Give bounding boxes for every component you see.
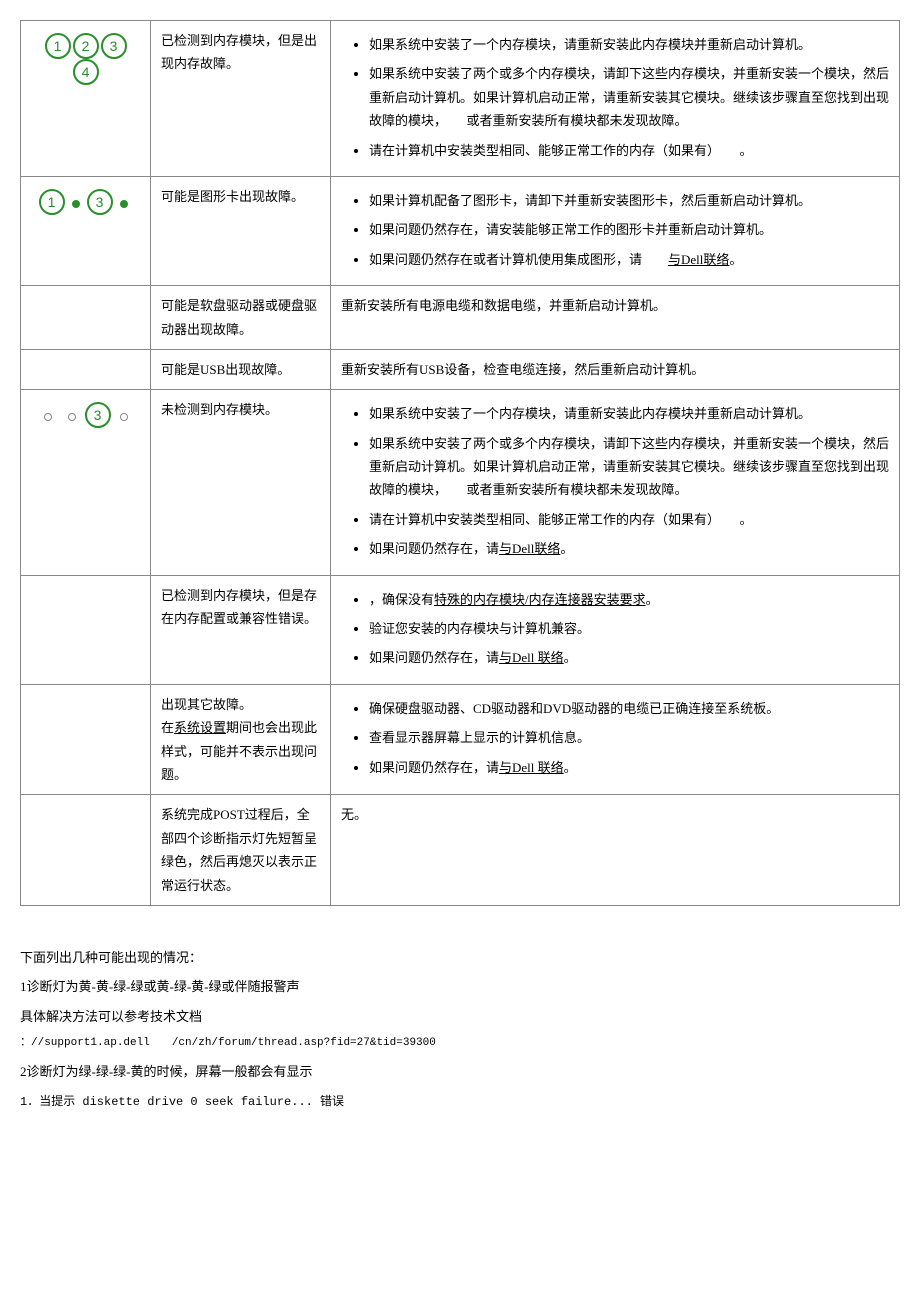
action-list: 如果计算机配备了图形卡，请卸下并重新安装图形卡，然后重新启动计算机。如果问题仍然… bbox=[341, 189, 889, 271]
footer-line-5: 2诊断灯为绿-绿-绿-黄的时候，屏幕一般都会有显示 bbox=[20, 1060, 900, 1083]
footer-line-2: 1诊断灯为黄-黄-绿-绿或黄-绿-黄-绿或伴随报警声 bbox=[20, 975, 900, 998]
table-row: 出现其它故障。在系统设置期间也会出现此样式，可能并不表示出现问题。确保硬盘驱动器… bbox=[21, 684, 900, 795]
footer-line-6: 1．当提示 diskette drive 0 seek failure... 错… bbox=[20, 1089, 900, 1114]
table-row: 系统完成POST过程后，全部四个诊断指示灯先短暂呈绿色，然后再熄灭以表示正常运行… bbox=[21, 795, 900, 906]
action-item: 如果问题仍然存在，请与Dell 联络。 bbox=[369, 756, 889, 779]
action-cell: 重新安装所有电源电缆和数据电缆，并重新启动计算机。 bbox=[331, 286, 900, 350]
action-list: 确保硬盘驱动器、CD驱动器和DVD驱动器的电缆已正确连接至系统板。查看显示器屏幕… bbox=[341, 697, 889, 779]
indicator-cell bbox=[21, 349, 151, 389]
action-item: 验证您安装的内存模块与计算机兼容。 bbox=[369, 617, 889, 640]
action-list: 如果系统中安装了一个内存模块，请重新安装此内存模块并重新启动计算机。如果系统中安… bbox=[341, 402, 889, 560]
action-item: 如果系统中安装了一个内存模块，请重新安装此内存模块并重新启动计算机。 bbox=[369, 33, 889, 56]
description-cell: 系统完成POST过程后，全部四个诊断指示灯先短暂呈绿色，然后再熄灭以表示正常运行… bbox=[151, 795, 331, 906]
action-item: 如果问题仍然存在，请安装能够正常工作的图形卡并重新启动计算机。 bbox=[369, 218, 889, 241]
description-cell: 已检测到内存模块，但是出现内存故障。 bbox=[151, 21, 331, 177]
inline-link[interactable]: 系统设置 bbox=[174, 720, 226, 735]
indicator-cell bbox=[21, 684, 151, 795]
action-item: 确保硬盘驱动器、CD驱动器和DVD驱动器的电缆已正确连接至系统板。 bbox=[369, 697, 889, 720]
action-item: 如果系统中安装了一个内存模块，请重新安装此内存模块并重新启动计算机。 bbox=[369, 402, 889, 425]
action-item: 如果问题仍然存在或者计算机使用集成图形，请 与Dell联络。 bbox=[369, 248, 889, 271]
description-cell: 已检测到内存模块，但是存在内存配置或兼容性错误。 bbox=[151, 575, 331, 684]
light-4-dot-icon bbox=[120, 200, 128, 208]
action-cell: 无。 bbox=[331, 795, 900, 906]
light-1-off-icon bbox=[44, 413, 52, 421]
light-1-on-icon: 1 bbox=[39, 189, 65, 215]
indicator-cell: 1234 bbox=[21, 21, 151, 177]
indicator-lights: 3 bbox=[31, 402, 140, 428]
action-list: 如果系统中安装了一个内存模块，请重新安装此内存模块并重新启动计算机。如果系统中安… bbox=[341, 33, 889, 162]
action-item: 如果系统中安装了两个或多个内存模块，请卸下这些内存模块，并重新安装一个模块，然后… bbox=[369, 62, 889, 132]
footer-line-3: 具体解决方法可以参考技术文档 bbox=[20, 1005, 900, 1028]
action-item: 如果计算机配备了图形卡，请卸下并重新安装图形卡，然后重新启动计算机。 bbox=[369, 189, 889, 212]
inline-link[interactable]: 与Dell 联络 bbox=[499, 650, 564, 665]
indicator-cell bbox=[21, 575, 151, 684]
footer-text: 下面列出几种可能出现的情况： 1诊断灯为黄-黄-绿-绿或黄-绿-黄-绿或伴随报警… bbox=[20, 946, 900, 1114]
table-row: 可能是软盘驱动器或硬盘驱动器出现故障。重新安装所有电源电缆和数据电缆，并重新启动… bbox=[21, 286, 900, 350]
action-cell: ，确保没有特殊的内存模块/内存连接器安装要求。验证您安装的内存模块与计算机兼容。… bbox=[331, 575, 900, 684]
table-row: 3未检测到内存模块。如果系统中安装了一个内存模块，请重新安装此内存模块并重新启动… bbox=[21, 390, 900, 575]
action-cell: 重新安装所有USB设备，检查电缆连接，然后重新启动计算机。 bbox=[331, 349, 900, 389]
action-item: 请在计算机中安装类型相同、能够正常工作的内存（如果有） 。 bbox=[369, 508, 889, 531]
light-4-on-icon: 4 bbox=[73, 59, 99, 85]
action-item: 如果系统中安装了两个或多个内存模块，请卸下这些内存模块，并重新安装一个模块，然后… bbox=[369, 432, 889, 502]
light-3-on-icon: 3 bbox=[85, 402, 111, 428]
description-cell: 可能是软盘驱动器或硬盘驱动器出现故障。 bbox=[151, 286, 331, 350]
light-3-on-icon: 3 bbox=[101, 33, 127, 59]
action-item: 如果问题仍然存在，请与Dell联络。 bbox=[369, 537, 889, 560]
action-item: 请在计算机中安装类型相同、能够正常工作的内存（如果有） 。 bbox=[369, 139, 889, 162]
inline-link[interactable]: 与Dell 联络 bbox=[499, 760, 564, 775]
action-cell: 如果系统中安装了一个内存模块，请重新安装此内存模块并重新启动计算机。如果系统中安… bbox=[331, 390, 900, 575]
indicator-lights: 1234 bbox=[31, 33, 140, 85]
indicator-cell: 13 bbox=[21, 176, 151, 285]
indicator-cell bbox=[21, 286, 151, 350]
light-1-on-icon: 1 bbox=[45, 33, 71, 59]
footer-line-1: 下面列出几种可能出现的情况： bbox=[20, 946, 900, 969]
action-list: ，确保没有特殊的内存模块/内存连接器安装要求。验证您安装的内存模块与计算机兼容。… bbox=[341, 588, 889, 670]
action-item: ，确保没有特殊的内存模块/内存连接器安装要求。 bbox=[369, 588, 889, 611]
light-3-on-icon: 3 bbox=[87, 189, 113, 215]
footer-url: ：//support1.ap.dell /cn/zh/forum/thread.… bbox=[20, 1034, 900, 1054]
light-2-on-icon: 2 bbox=[73, 33, 99, 59]
action-cell: 如果系统中安装了一个内存模块，请重新安装此内存模块并重新启动计算机。如果系统中安… bbox=[331, 21, 900, 177]
table-row: 可能是USB出现故障。重新安装所有USB设备，检查电缆连接，然后重新启动计算机。 bbox=[21, 349, 900, 389]
table-row: 1234已检测到内存模块，但是出现内存故障。如果系统中安装了一个内存模块，请重新… bbox=[21, 21, 900, 177]
indicator-lights: 13 bbox=[31, 189, 140, 215]
inline-link[interactable]: 特殊的内存模块/内存连接器安装要求 bbox=[434, 592, 646, 607]
description-cell: 可能是USB出现故障。 bbox=[151, 349, 331, 389]
light-4-off-icon bbox=[120, 413, 128, 421]
description-cell: 可能是图形卡出现故障。 bbox=[151, 176, 331, 285]
description-cell: 未检测到内存模块。 bbox=[151, 390, 331, 575]
table-row: 13可能是图形卡出现故障。如果计算机配备了图形卡，请卸下并重新安装图形卡，然后重… bbox=[21, 176, 900, 285]
indicator-cell: 3 bbox=[21, 390, 151, 575]
diagnostic-table: 1234已检测到内存模块，但是出现内存故障。如果系统中安装了一个内存模块，请重新… bbox=[20, 20, 900, 906]
indicator-cell bbox=[21, 795, 151, 906]
action-item: 查看显示器屏幕上显示的计算机信息。 bbox=[369, 726, 889, 749]
description-cell: 出现其它故障。在系统设置期间也会出现此样式，可能并不表示出现问题。 bbox=[151, 684, 331, 795]
inline-link[interactable]: 与Dell联络 bbox=[668, 252, 729, 267]
action-item: 如果问题仍然存在，请与Dell 联络。 bbox=[369, 646, 889, 669]
action-cell: 确保硬盘驱动器、CD驱动器和DVD驱动器的电缆已正确连接至系统板。查看显示器屏幕… bbox=[331, 684, 900, 795]
inline-link[interactable]: 与Dell联络 bbox=[499, 541, 560, 556]
light-2-off-icon bbox=[68, 413, 76, 421]
light-2-dot-icon bbox=[72, 200, 80, 208]
table-row: 已检测到内存模块，但是存在内存配置或兼容性错误。，确保没有特殊的内存模块/内存连… bbox=[21, 575, 900, 684]
action-cell: 如果计算机配备了图形卡，请卸下并重新安装图形卡，然后重新启动计算机。如果问题仍然… bbox=[331, 176, 900, 285]
